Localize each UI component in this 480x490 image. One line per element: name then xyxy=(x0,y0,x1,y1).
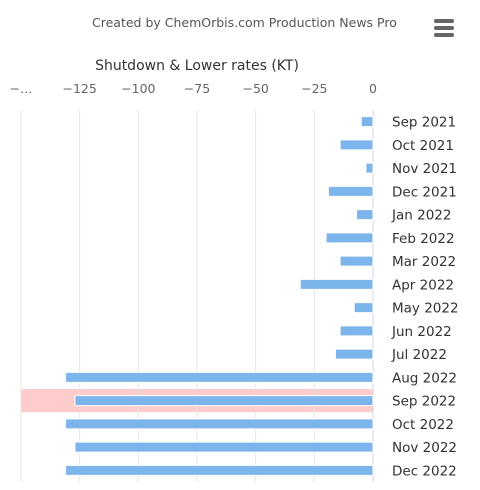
credit-text[interactable]: Created by ChemOrbis.com Production News… xyxy=(92,15,397,30)
bar[interactable] xyxy=(65,371,374,383)
x-tick-label: −75 xyxy=(184,81,210,96)
bar[interactable] xyxy=(299,278,374,290)
category-label: Mar 2022 xyxy=(392,254,456,270)
category-label: Dec 2021 xyxy=(392,184,457,200)
bar[interactable] xyxy=(327,185,374,197)
category-label: Oct 2022 xyxy=(392,417,454,433)
category-label: Nov 2022 xyxy=(392,440,457,456)
bar[interactable] xyxy=(65,464,374,476)
category-label: Jul 2022 xyxy=(391,347,447,363)
category-label: Aug 2022 xyxy=(392,370,457,386)
bar[interactable] xyxy=(339,325,374,337)
category-label: Nov 2021 xyxy=(392,161,457,177)
bar[interactable] xyxy=(325,232,374,244)
category-label: Sep 2021 xyxy=(392,115,456,131)
category-label: May 2022 xyxy=(392,301,459,317)
bar[interactable] xyxy=(365,162,374,174)
bar[interactable] xyxy=(74,441,374,453)
bar[interactable] xyxy=(353,302,374,314)
x-tick-label: 0 xyxy=(369,81,377,96)
x-tick-label: −100 xyxy=(121,81,155,96)
x-tick-label: −… xyxy=(10,81,33,96)
bar[interactable] xyxy=(339,255,374,267)
category-label: Oct 2021 xyxy=(392,138,454,154)
x-tick-label: −50 xyxy=(242,81,268,96)
bar[interactable] xyxy=(334,348,374,360)
x-tick-label: −25 xyxy=(301,81,327,96)
x-tick-label: −125 xyxy=(62,81,96,96)
category-label: Sep 2022 xyxy=(392,394,456,410)
axis-title: Shutdown & Lower rates (KT) xyxy=(95,58,299,74)
bar[interactable] xyxy=(65,418,374,430)
bar[interactable] xyxy=(74,395,374,407)
hamburger-menu-icon[interactable] xyxy=(428,14,462,42)
category-label: Apr 2022 xyxy=(392,277,454,293)
category-label: Dec 2022 xyxy=(392,463,457,479)
category-label: Feb 2022 xyxy=(392,231,455,247)
category-label: Jan 2022 xyxy=(391,208,451,224)
bar[interactable] xyxy=(360,116,374,128)
bar[interactable] xyxy=(339,139,374,151)
bar[interactable] xyxy=(356,209,374,221)
category-label: Jun 2022 xyxy=(391,324,452,340)
